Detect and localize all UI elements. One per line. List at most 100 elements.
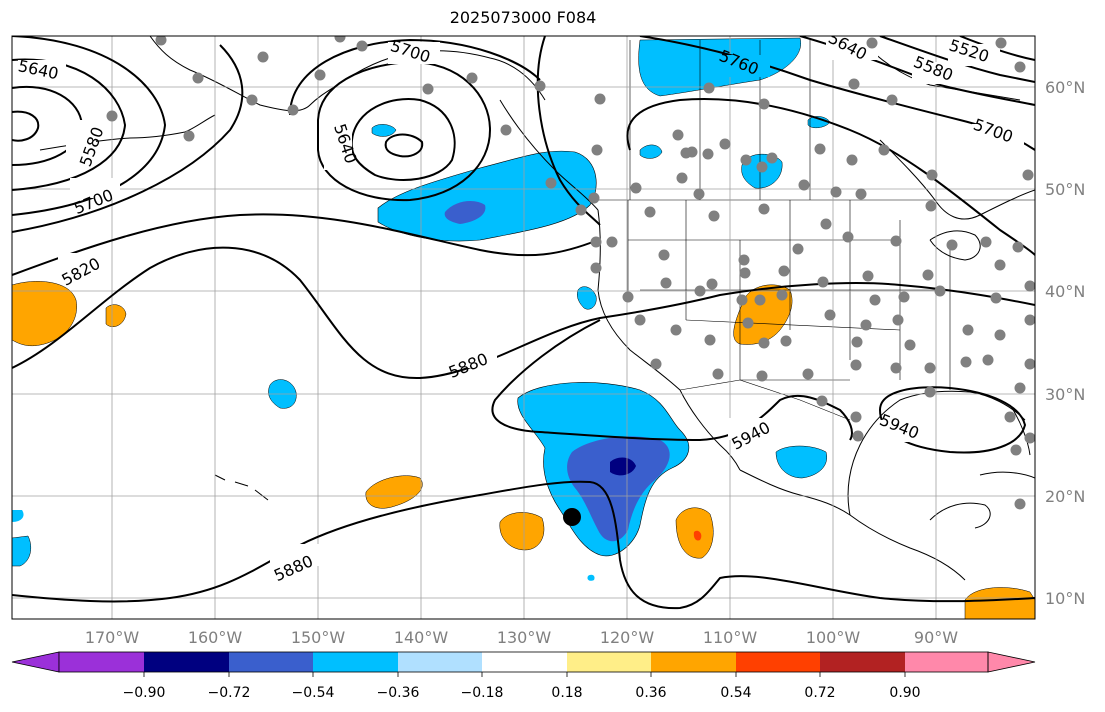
station-dot: [1024, 358, 1035, 370]
station-dot: [756, 370, 768, 382]
station-dot: [862, 270, 874, 282]
station-dot: [816, 395, 828, 407]
station-dot: [850, 359, 862, 371]
station-dot: [892, 314, 904, 326]
colorbar-bin-1: [59, 652, 144, 672]
station-dot: [466, 72, 478, 84]
lat-label-40n: 40°N: [1045, 282, 1085, 301]
station-dot: [1022, 169, 1034, 181]
height-contours: [12, 36, 1035, 610]
colorbar-tick-3: −0.54: [292, 685, 335, 701]
station-dot: [287, 104, 299, 116]
station-dot: [634, 314, 646, 326]
orange-patch-four-corners: [733, 284, 793, 345]
colorbar-bin-11: [905, 652, 988, 672]
station-dot: [802, 368, 814, 380]
station-dot: [590, 236, 602, 248]
station-dot: [766, 152, 778, 164]
cyan-patch-small-alaska: [371, 124, 397, 137]
station-dot: [708, 210, 720, 222]
station-dot: [792, 243, 804, 255]
station-dot: [588, 192, 600, 204]
baja-coast: [679, 389, 741, 471]
contour-canada-ridge: [626, 98, 1035, 256]
colorbar-tick-7: 0.36: [635, 685, 666, 701]
lat-label-30n: 30°N: [1045, 385, 1085, 404]
political-borders: [598, 40, 1035, 421]
latitude-labels: 60°N 50°N 40°N 30°N 20°N 10°N: [1045, 78, 1085, 608]
colorbar-tick-8: 0.54: [720, 685, 751, 701]
station-dot: [820, 218, 832, 230]
station-dot: [246, 94, 258, 106]
station-dot: [1024, 280, 1035, 292]
station-dot: [703, 82, 715, 94]
station-dot: [622, 291, 634, 303]
colorbar-bin-8: [651, 652, 736, 672]
station-dot: [644, 206, 656, 218]
contour-5820: [12, 213, 599, 276]
station-dot: [846, 154, 858, 166]
cyan-patch-alberta: [639, 144, 663, 159]
station-dot: [860, 319, 872, 331]
station-dot: [106, 110, 118, 122]
station-dot: [658, 249, 670, 261]
colorbar-bin-10: [820, 652, 905, 672]
station-dot: [534, 80, 546, 92]
station-dot: [422, 83, 434, 95]
station-dot: [756, 161, 768, 173]
station-dot: [704, 334, 716, 346]
orange-patch-central-america: [964, 587, 1035, 619]
orange-patch-west: [12, 281, 77, 347]
colorbar-tick-6: 0.18: [551, 685, 582, 701]
station-dot: [672, 129, 684, 141]
red-patch-south-2: [693, 530, 702, 541]
cyan-patch-west-edge-2: [12, 535, 31, 567]
station-dot: [1014, 382, 1026, 394]
contour-5880-south: [12, 480, 1035, 610]
contour-low-west-3: [12, 36, 167, 216]
lat-label-60n: 60°N: [1045, 78, 1085, 97]
station-dot: [851, 336, 863, 348]
lat-label-10n: 10°N: [1045, 589, 1085, 608]
station-dot: [500, 124, 512, 136]
station-dot: [650, 358, 662, 370]
blue-patch-east-pacific: [567, 436, 670, 542]
colorbar-tick-9: 0.72: [804, 685, 835, 701]
colorbar-tick-1: −0.90: [123, 685, 166, 701]
station-dot: [740, 154, 752, 166]
station-dot: [960, 356, 972, 368]
hawaii: [214, 474, 269, 501]
station-dot: [848, 78, 860, 90]
contour-5940-east-pacific: [491, 319, 853, 442]
orange-patch-small-west: [105, 304, 127, 327]
station-dot: [155, 36, 167, 46]
station-dot: [738, 254, 750, 266]
contour-5700-canada: [536, 36, 601, 226]
station-dot: [778, 265, 790, 277]
colorbar-bin-5: [398, 652, 482, 672]
station-dot: [842, 231, 854, 243]
station-dot: [824, 309, 836, 321]
contour-low-west-2: [12, 58, 127, 191]
lon-label-130w: 130°W: [497, 628, 552, 647]
station-dot: [925, 200, 937, 212]
station-dot: [1014, 498, 1026, 510]
colorbar-tick-10: 0.90: [889, 685, 920, 701]
lon-label-90w: 90°W: [914, 628, 958, 647]
colorbar-bin-4: [313, 652, 398, 672]
colorbar-extend-low: [11, 651, 60, 673]
lon-label-100w: 100°W: [806, 628, 861, 647]
station-dot: [995, 37, 1007, 49]
station-dot: [924, 386, 936, 398]
station-dot: [591, 144, 603, 156]
station-dot: [660, 277, 672, 289]
navy-patch-east-pacific: [610, 457, 636, 476]
lon-label-160w: 160°W: [188, 628, 243, 647]
station-dot: [924, 362, 936, 374]
lat-label-50n: 50°N: [1045, 180, 1085, 199]
longitude-labels: 170°W 160°W 150°W 140°W 130°W 120°W 110°…: [85, 628, 958, 647]
lon-label-150w: 150°W: [291, 628, 346, 647]
colorbar-tick-4: −0.36: [377, 685, 420, 701]
canada-arctic: [859, 39, 1021, 101]
